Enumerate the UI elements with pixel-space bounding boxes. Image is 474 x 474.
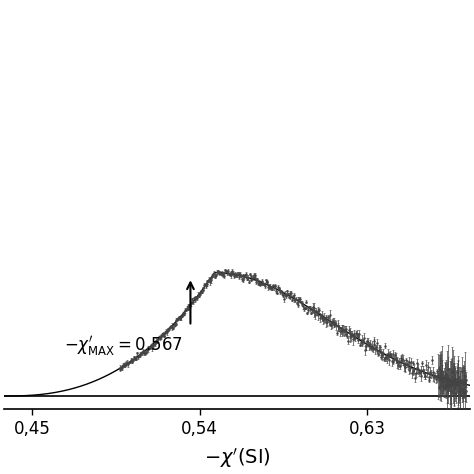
X-axis label: $-\chi'\mathrm{(SI)}$: $-\chi'\mathrm{(SI)}$ bbox=[204, 446, 270, 470]
Text: $-\chi_{\mathregular{MAX}}' = 0.567$: $-\chi_{\mathregular{MAX}}' = 0.567$ bbox=[64, 334, 182, 358]
